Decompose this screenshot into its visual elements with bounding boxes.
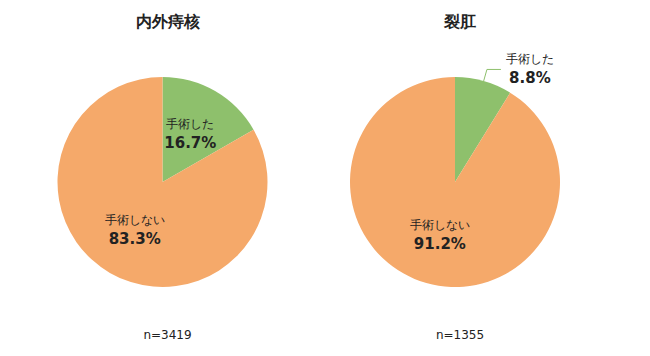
- svg-text:83.3%: 83.3%: [109, 230, 161, 248]
- svg-text:8.8%: 8.8%: [509, 69, 551, 87]
- svg-text:手術した: 手術した: [506, 52, 554, 66]
- svg-text:16.7%: 16.7%: [164, 134, 216, 152]
- svg-text:n=1355: n=1355: [436, 328, 484, 342]
- svg-text:n=3419: n=3419: [143, 328, 191, 342]
- svg-text:内外痔核: 内外痔核: [136, 12, 200, 31]
- svg-text:手術しない: 手術しない: [410, 218, 470, 232]
- svg-text:裂肛: 裂肛: [443, 12, 476, 31]
- svg-text:手術しない: 手術しない: [105, 213, 165, 227]
- svg-text:91.2%: 91.2%: [414, 235, 466, 253]
- svg-text:手術した: 手術した: [166, 117, 214, 131]
